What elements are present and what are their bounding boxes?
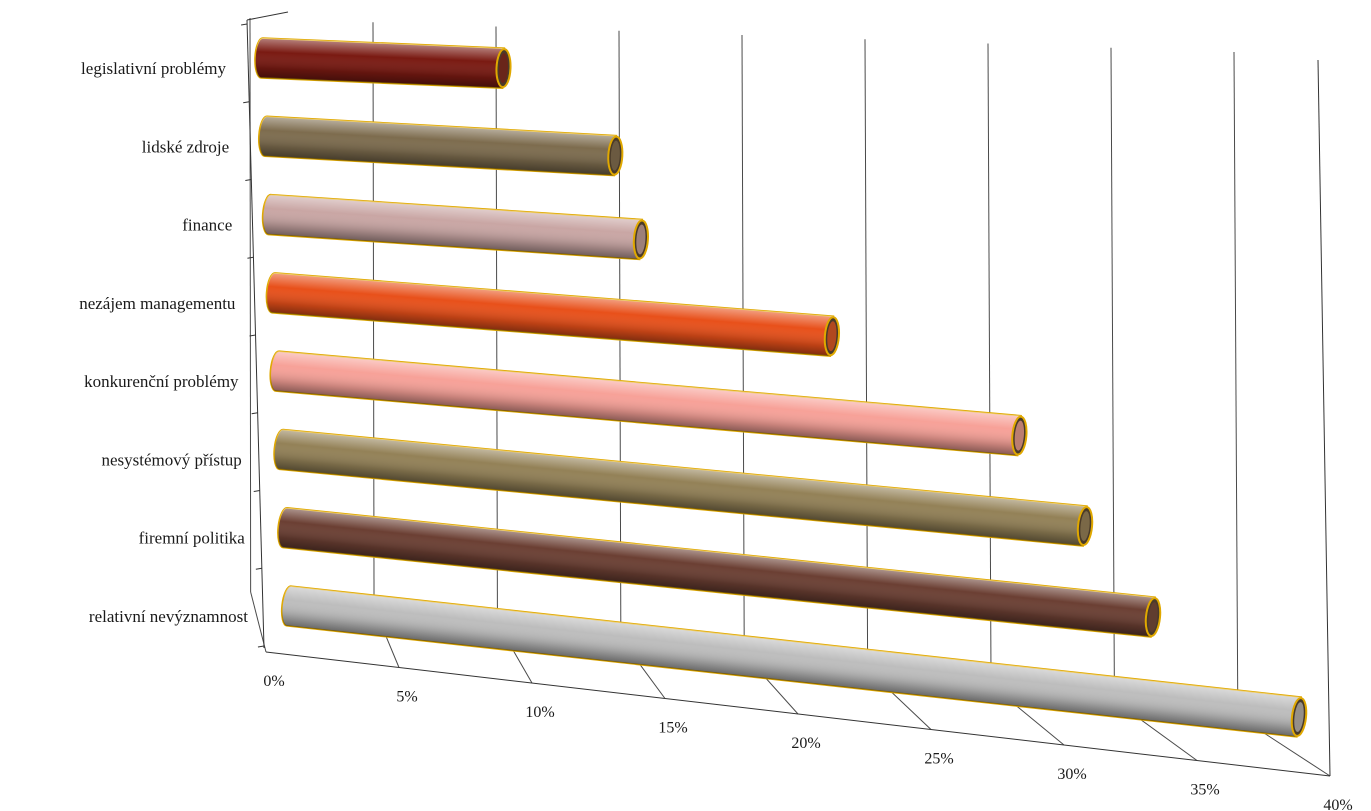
category-label: legislativní problémy <box>81 59 226 78</box>
category-label: konkurenční problémy <box>84 372 239 391</box>
category-tick <box>251 412 258 415</box>
bar-end-cap-inner <box>610 140 620 171</box>
category-label: relativní nevýznamnost <box>89 607 248 626</box>
category-tick <box>255 567 262 570</box>
bar <box>269 350 1028 457</box>
category-tick <box>257 645 265 648</box>
left-axis <box>246 19 265 649</box>
bar-end-cap-inner <box>1080 511 1090 541</box>
category-tick <box>249 334 256 337</box>
category-label: nesystémový přístup <box>101 450 241 469</box>
bar-end-cap-inner <box>827 321 837 352</box>
x-tick-label: 10% <box>525 704 554 721</box>
category-label: finance <box>182 216 232 235</box>
x-tick-label: 5% <box>396 689 417 706</box>
bar-shading <box>277 507 1156 637</box>
gridline <box>987 43 992 686</box>
category-tick <box>243 101 250 104</box>
x-tick-label: 25% <box>924 751 953 768</box>
bar-end-cap-inner <box>636 224 646 255</box>
right-edge <box>1317 59 1331 777</box>
category-tick <box>245 179 252 181</box>
bar <box>280 585 1308 738</box>
bar-shading <box>274 429 1087 546</box>
bar <box>273 428 1094 547</box>
bar-shading <box>254 38 505 89</box>
gridline <box>1110 47 1115 701</box>
gridline <box>1233 51 1239 717</box>
bar <box>261 193 649 261</box>
category-tick <box>247 256 254 259</box>
category-label: lidské zdroje <box>142 137 229 156</box>
bar <box>277 507 1162 638</box>
x-tick-label: 30% <box>1057 766 1086 783</box>
bar-end-cap-inner <box>1148 602 1158 632</box>
floor-front-edge <box>265 651 1331 777</box>
category-label: firemní politika <box>139 529 246 548</box>
x-tick-labels: 0% 5% 10% 15% 20% 25% 30% 35% 40% <box>263 673 1352 811</box>
chart-floor <box>241 11 1331 777</box>
category-labels: legislativní problémy lidské zdroje financ… <box>79 59 248 626</box>
category-tick <box>241 23 248 26</box>
bar-end-cap-inner <box>1294 702 1304 732</box>
gridline <box>249 17 252 593</box>
bar-shading <box>258 116 617 176</box>
category-tick <box>253 490 260 492</box>
bar-shading <box>266 272 834 357</box>
bar-end-cap-inner <box>1014 420 1025 451</box>
wall-top-edge <box>246 11 289 21</box>
bar <box>254 37 512 89</box>
bar-shading <box>281 586 1302 737</box>
bars <box>254 37 1308 738</box>
gridline <box>864 39 869 670</box>
bar <box>265 272 841 357</box>
x-tick-label: 15% <box>658 720 687 737</box>
x-tick-label: 0% <box>263 673 284 690</box>
bar-shading <box>270 351 1022 456</box>
bar-shading <box>262 194 643 260</box>
x-tick-label: 20% <box>791 735 820 752</box>
bar <box>257 115 624 177</box>
category-label: nezájem managementu <box>79 294 236 313</box>
x-tick-label: 35% <box>1190 782 1219 799</box>
bar-end-cap-inner <box>498 53 509 84</box>
x-tick-label: 40% <box>1323 797 1352 811</box>
